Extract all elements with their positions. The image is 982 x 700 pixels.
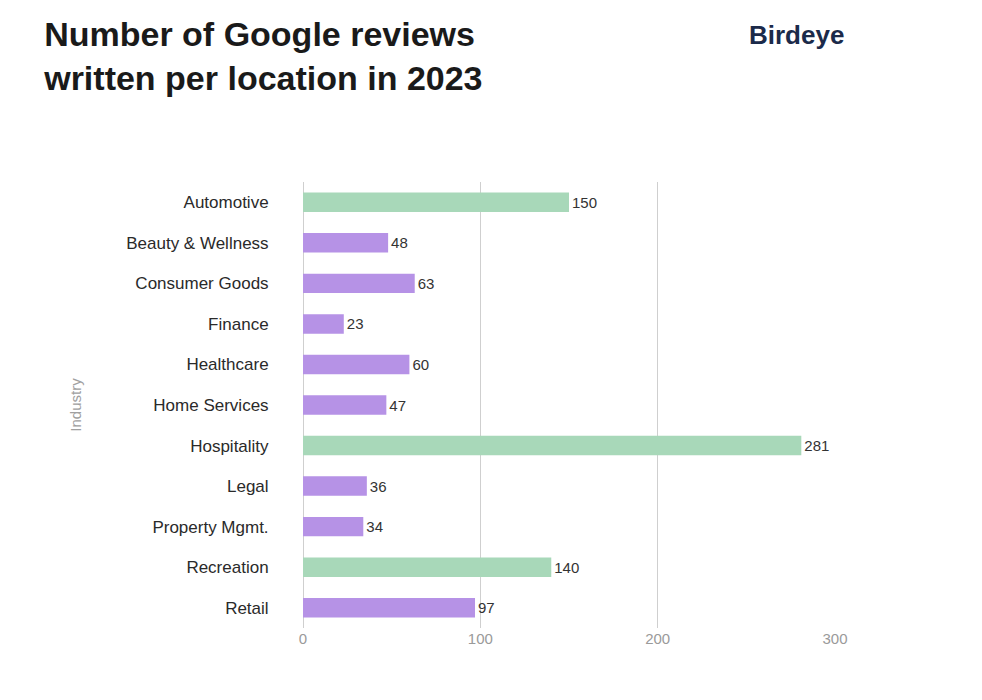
svg-text:63: 63 <box>418 275 435 292</box>
svg-text:Birdeye: Birdeye <box>749 20 844 50</box>
svg-text:100: 100 <box>468 630 493 647</box>
svg-text:Number of Google reviewswritte: Number of Google reviewswritten per loca… <box>43 15 482 97</box>
svg-text:Consumer Goods: Consumer Goods <box>135 274 268 293</box>
svg-text:47: 47 <box>389 397 406 414</box>
svg-text:281: 281 <box>804 437 829 454</box>
svg-text:140: 140 <box>554 559 579 576</box>
svg-text:0: 0 <box>299 630 307 647</box>
svg-text:200: 200 <box>645 630 670 647</box>
svg-text:Property Mgmt.: Property Mgmt. <box>152 518 268 537</box>
svg-text:Legal: Legal <box>227 477 269 496</box>
svg-text:23: 23 <box>347 315 364 332</box>
svg-text:48: 48 <box>391 234 408 251</box>
svg-text:36: 36 <box>370 478 387 495</box>
svg-text:Beauty & Wellness: Beauty & Wellness <box>126 234 268 253</box>
svg-text:300: 300 <box>822 630 847 647</box>
svg-text:Retail: Retail <box>225 599 268 618</box>
svg-text:60: 60 <box>412 356 429 373</box>
svg-text:Hospitality: Hospitality <box>190 437 269 456</box>
svg-text:Recreation: Recreation <box>186 558 268 577</box>
svg-text:Automotive: Automotive <box>184 193 269 212</box>
svg-text:Finance: Finance <box>208 315 268 334</box>
svg-text:150: 150 <box>572 194 597 211</box>
svg-text:Home Services: Home Services <box>153 396 268 415</box>
svg-text:Healthcare: Healthcare <box>186 355 268 374</box>
svg-text:Industry: Industry <box>67 378 84 432</box>
svg-text:97: 97 <box>478 599 495 616</box>
svg-text:34: 34 <box>366 518 383 535</box>
